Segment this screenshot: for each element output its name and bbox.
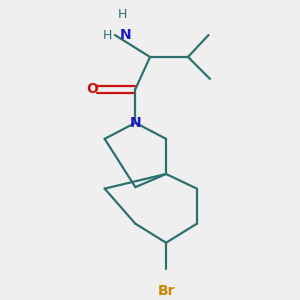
Text: N: N	[130, 116, 141, 130]
Text: Br: Br	[157, 284, 175, 298]
Text: H: H	[118, 8, 127, 21]
Text: N: N	[119, 28, 131, 42]
Text: H: H	[103, 28, 112, 41]
Text: O: O	[86, 82, 98, 96]
